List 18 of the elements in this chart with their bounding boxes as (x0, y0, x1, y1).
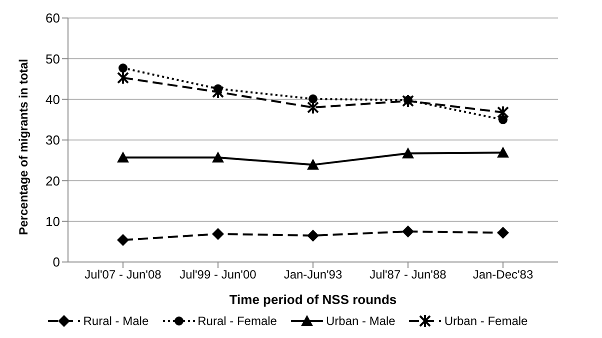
x-tick-label: Jul'99 - Jun'00 (180, 268, 257, 282)
y-tick-label: 10 (46, 214, 60, 229)
legend-label: Rural - Female (198, 314, 277, 328)
legend-label: Rural - Male (83, 314, 149, 328)
y-tick-label: 30 (46, 132, 60, 148)
x-tick-label: Jan-Jun'93 (284, 268, 342, 282)
legend-label: Urban - Female (444, 314, 528, 328)
x-axis-title: Time period of NSS rounds (229, 292, 397, 307)
y-tick-label: 60 (46, 10, 60, 26)
x-tick-label: Jul'07 - Jun'08 (84, 268, 162, 282)
x-tick-label: Jan-Dec'83 (472, 268, 534, 282)
y-tick-label: 0 (52, 254, 60, 270)
y-axis-title: Percentage of migrants in total (16, 58, 30, 235)
y-tick-label: 20 (46, 173, 60, 188)
legend-label: Urban - Male (326, 314, 396, 328)
y-tick-label: 50 (46, 51, 60, 66)
y-tick-label: 40 (46, 92, 60, 107)
x-tick-label: Jul'87 - Jun'88 (370, 268, 447, 282)
